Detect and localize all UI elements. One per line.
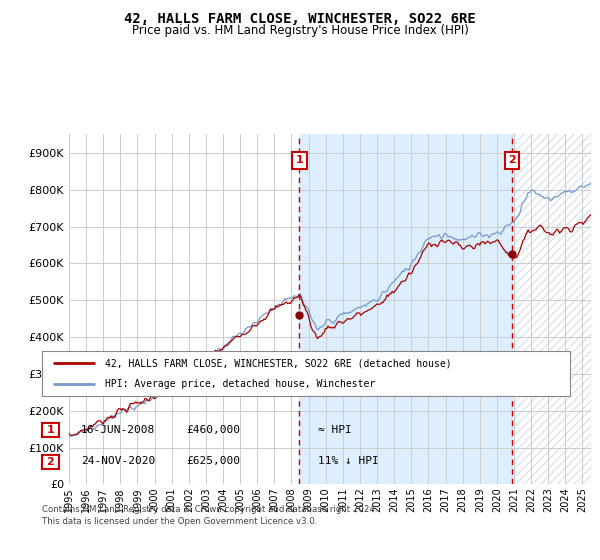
Text: ≈ HPI: ≈ HPI (318, 424, 352, 435)
Text: 1: 1 (47, 425, 54, 435)
Text: 42, HALLS FARM CLOSE, WINCHESTER, SO22 6RE: 42, HALLS FARM CLOSE, WINCHESTER, SO22 6… (124, 12, 476, 26)
Text: £625,000: £625,000 (186, 456, 240, 466)
Text: This data is licensed under the Open Government Licence v3.0.: This data is licensed under the Open Gov… (42, 517, 317, 526)
Text: Contains HM Land Registry data © Crown copyright and database right 2024.: Contains HM Land Registry data © Crown c… (42, 505, 377, 514)
Bar (299, 134, 512, 484)
Text: 2: 2 (47, 457, 54, 466)
Text: 24-NOV-2020: 24-NOV-2020 (81, 456, 155, 466)
Text: 42, HALLS FARM CLOSE, WINCHESTER, SO22 6RE (detached house): 42, HALLS FARM CLOSE, WINCHESTER, SO22 6… (106, 358, 452, 368)
Text: £460,000: £460,000 (186, 424, 240, 435)
Text: 1: 1 (295, 155, 303, 165)
Text: 2: 2 (508, 155, 516, 165)
Text: Price paid vs. HM Land Registry's House Price Index (HPI): Price paid vs. HM Land Registry's House … (131, 24, 469, 36)
Text: 16-JUN-2008: 16-JUN-2008 (81, 424, 155, 435)
Text: HPI: Average price, detached house, Winchester: HPI: Average price, detached house, Winc… (106, 379, 376, 389)
Text: 11% ↓ HPI: 11% ↓ HPI (318, 456, 379, 466)
